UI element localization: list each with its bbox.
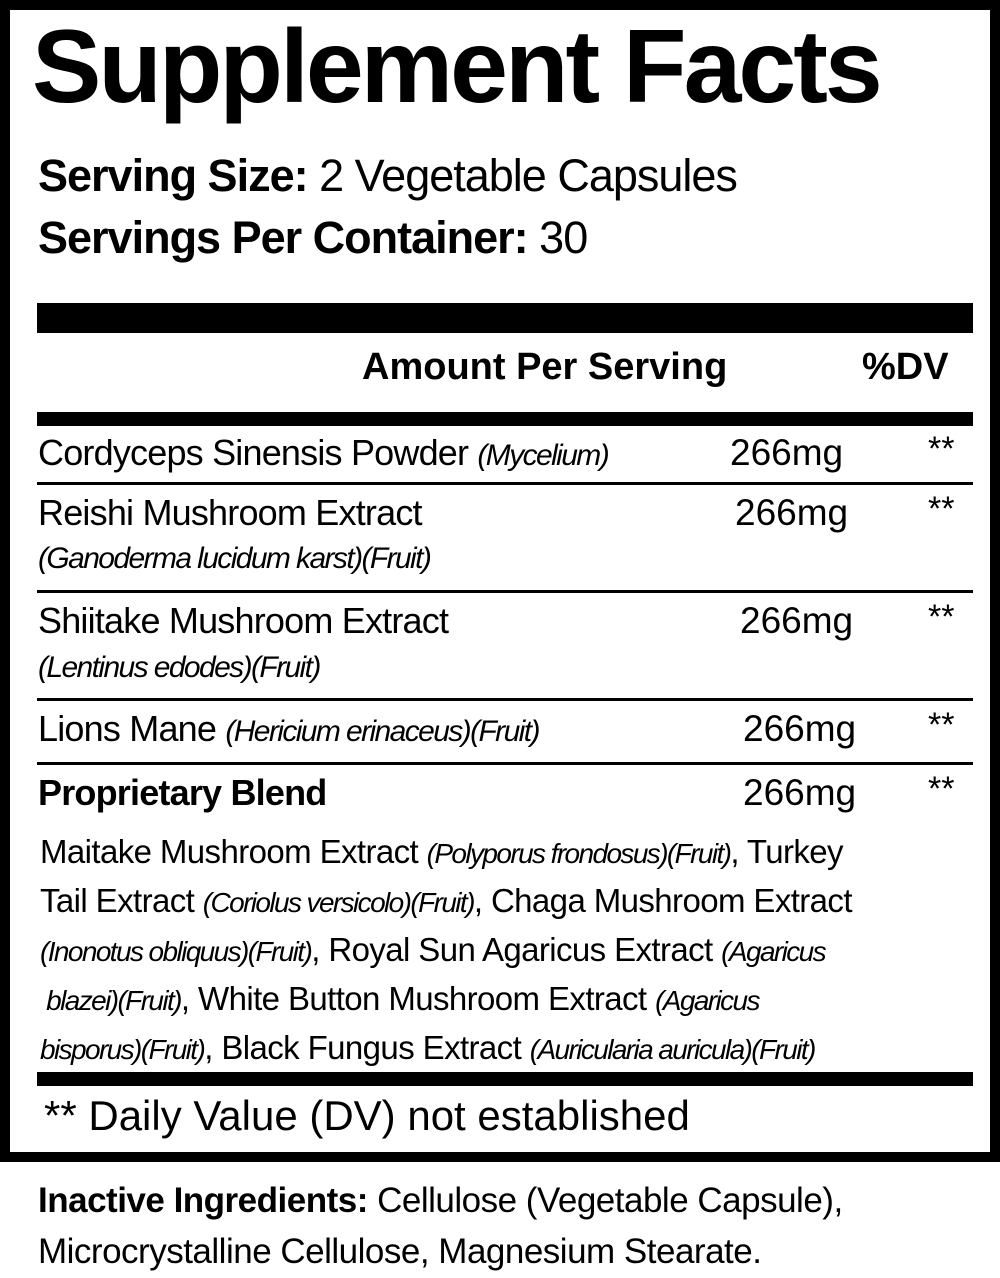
thick-divider <box>37 303 973 333</box>
blend-text: , Royal Sun Agaricus Extract <box>311 931 722 968</box>
ingredient-amount: 266mg <box>730 432 844 473</box>
ingredient-name: Shiitake Mushroom Extract <box>38 600 449 641</box>
page-title: Supplement Facts <box>32 9 883 125</box>
blend-line: (Inonotus obliquus)(Fruit), Royal Sun Ag… <box>40 926 852 975</box>
blend-text: Maitake Mushroom Extract <box>40 833 427 870</box>
row-divider <box>37 482 973 485</box>
blend-line: Maitake Mushroom Extract (Polyporus fron… <box>40 828 852 877</box>
medium-divider <box>37 412 973 426</box>
blend-latin: (Inonotus obliquus)(Fruit) <box>40 936 313 967</box>
blend-line: blazei)(Fruit), White Button Mushroom Ex… <box>40 975 852 1024</box>
dv-header: %DV <box>862 346 949 388</box>
ingredient-latin: (Mycelium) <box>477 439 609 472</box>
ingredient-name: Reishi Mushroom Extract <box>38 492 423 533</box>
ingredient-latin: (Hericium erinaceus)(Fruit) <box>225 715 540 748</box>
ingredient-row: Cordyceps Sinensis Powder (Mycelium) <box>38 432 610 474</box>
blend-line: bisporus)(Fruit), Black Fungus Extract (… <box>40 1024 852 1073</box>
serving-size-label: Serving Size: <box>38 150 309 201</box>
serving-size-value: 2 Vegetable Capsules <box>319 150 738 201</box>
ingredient-row: Lions Mane (Hericium erinaceus)(Fruit) <box>38 708 540 750</box>
dv-footnote: ** Daily Value (DV) not established <box>44 1092 690 1139</box>
blend-latin: (Polyporus frondosus)(Fruit) <box>426 838 732 869</box>
inactive-ingredients: Inactive Ingredients: Cellulose (Vegetab… <box>38 1175 843 1277</box>
proprietary-blend-label: Proprietary Blend <box>38 772 327 813</box>
ingredient-amount: 266mg <box>743 772 857 813</box>
blend-text: , White Button Mushroom Extract <box>180 980 656 1017</box>
ingredient-dv: ** <box>928 770 955 808</box>
proprietary-blend-ingredients: Maitake Mushroom Extract (Polyporus fron… <box>40 828 853 1073</box>
supplement-facts-panel <box>0 0 1000 1162</box>
row-divider <box>37 590 973 593</box>
blend-latin: (Coriolus versicolo)(Fruit) <box>202 887 476 918</box>
ingredient-name: Cordyceps Sinensis Powder <box>38 432 469 473</box>
ingredient-dv: ** <box>928 490 955 528</box>
ingredient-amount: 266mg <box>740 600 854 641</box>
blend-latin: (Auricularia auricula)(Fruit) <box>529 1034 817 1065</box>
serving-size: Serving Size: 2 Vegetable Capsules <box>38 150 738 202</box>
row-divider <box>37 762 973 765</box>
ingredient-amount: 266mg <box>743 708 857 749</box>
medium-divider <box>37 1072 973 1086</box>
blend-text: , Turkey <box>730 833 843 870</box>
blend-latin: bisporus)(Fruit) <box>40 1034 206 1065</box>
ingredient-dv: ** <box>928 598 955 636</box>
ingredient-name: Lions Mane <box>38 708 217 749</box>
servings-per-container-value: 30 <box>539 212 588 263</box>
ingredient-amount: 266mg <box>735 492 849 533</box>
blend-text: Tail Extract <box>40 882 203 919</box>
blend-latin: (Agaricus <box>721 936 826 967</box>
ingredient-dv: ** <box>928 430 955 468</box>
blend-text: , Chaga Mushroom Extract <box>473 882 853 919</box>
blend-latin: blazei)(Fruit) <box>40 985 182 1016</box>
ingredient-latin: (Ganoderma lucidum karst)(Fruit) <box>38 542 432 575</box>
inactive-line1: Cellulose (Vegetable Capsule), <box>377 1181 843 1220</box>
servings-per-container-label: Servings Per Container: <box>38 212 529 263</box>
blend-latin: (Agaricus <box>655 985 760 1016</box>
amount-header: Amount Per Serving <box>362 346 728 388</box>
ingredient-latin: (Lentinus edodes)(Fruit) <box>38 651 321 684</box>
blend-line: Tail Extract (Coriolus versicolo)(Fruit)… <box>40 877 853 926</box>
blend-text: , Black Fungus Extract <box>204 1029 530 1066</box>
row-divider <box>37 698 973 701</box>
servings-per-container: Servings Per Container: 30 <box>38 212 588 264</box>
inactive-line2: Microcrystalline Cellulose, Magnesium St… <box>38 1232 762 1271</box>
ingredient-dv: ** <box>928 706 955 744</box>
inactive-label: Inactive Ingredients: <box>38 1181 368 1220</box>
